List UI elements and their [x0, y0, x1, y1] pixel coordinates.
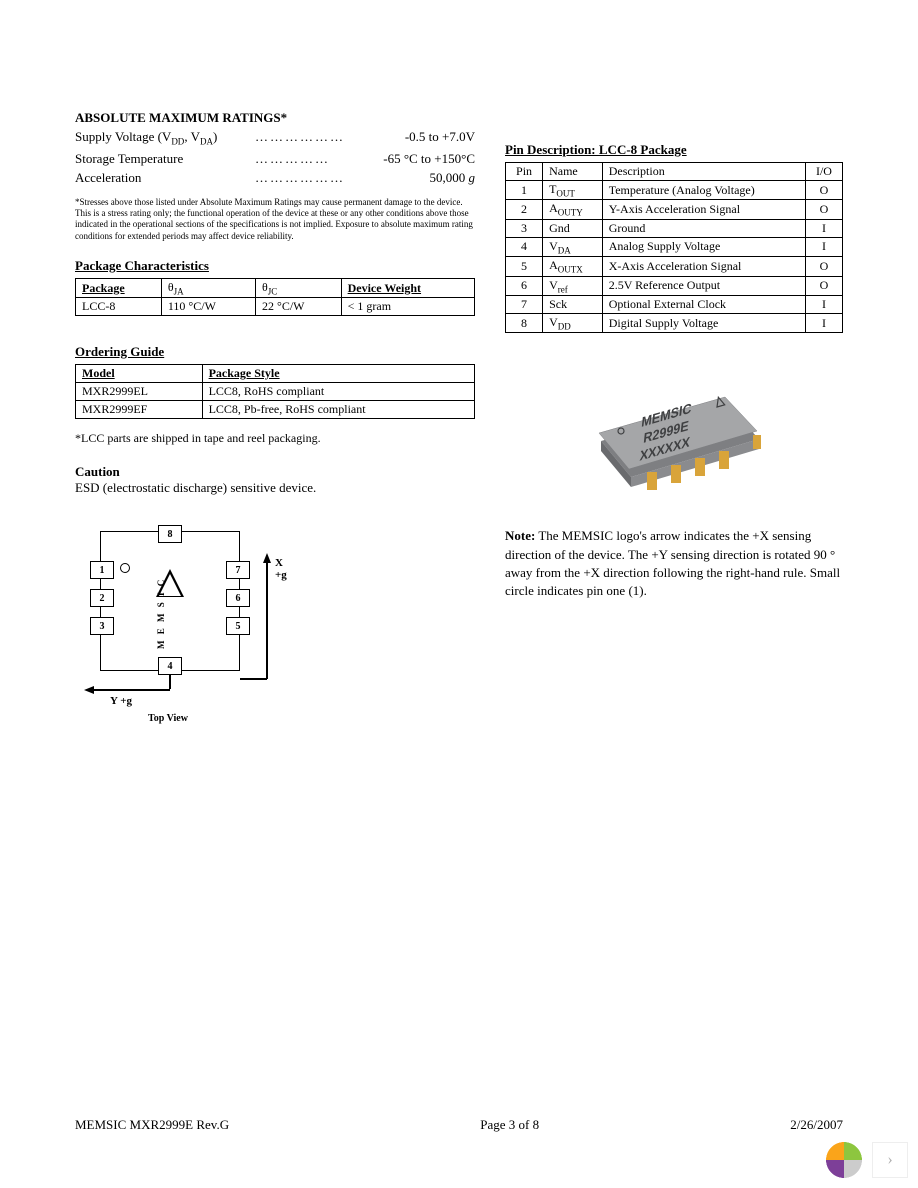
next-page-button[interactable]: ›: [872, 1142, 908, 1178]
pin-7-box: 7: [226, 561, 250, 579]
table-header: Description: [602, 163, 805, 181]
ratings-label: Storage Temperature: [75, 150, 255, 168]
ratings-value: -0.5 to +7.0V: [405, 128, 475, 148]
footer-left: MEMSIC MXR2999E Rev.G: [75, 1117, 229, 1133]
table-cell: MXR2999EL: [76, 383, 203, 401]
pin-2-box: 2: [90, 589, 114, 607]
table-header: θJC: [256, 278, 342, 297]
table-header: Pin: [506, 163, 543, 181]
note-label: Note:: [505, 528, 535, 543]
table-header: Name: [543, 163, 603, 181]
pin-8-box: 8: [158, 525, 182, 543]
table-cell: 22 °C/W: [256, 298, 342, 316]
arrow-up-icon: [263, 553, 271, 563]
arrow-left-icon: [84, 686, 94, 694]
ratings-row: Storage Temperature …………… -65 °C to +150…: [75, 150, 475, 168]
ratings-value: 50,000 g: [430, 169, 476, 187]
ordering-footnote: *LCC parts are shipped in tape and reel …: [75, 431, 475, 446]
package-char-table: Package θJA θJC Device Weight LCC-8 110 …: [75, 278, 475, 316]
footer-right: 2/26/2007: [790, 1117, 843, 1133]
caution-title: Caution: [75, 464, 475, 480]
pin-5-box: 5: [226, 617, 250, 635]
ratings-value: -65 °C to +150°C: [383, 150, 475, 168]
footer-center: Page 3 of 8: [480, 1117, 539, 1133]
ratings-title: ABSOLUTE MAXIMUM RATINGS*: [75, 110, 475, 126]
table-cell: < 1 gram: [341, 298, 474, 316]
table-cell: LCC-8: [76, 298, 162, 316]
pin-4-box: 4: [158, 657, 182, 675]
pinout-diagram: 1 2 3 4 5 6 7 8 M E M S I C X +g: [80, 521, 260, 701]
ratings-row: Acceleration ……………… 50,000 g: [75, 169, 475, 187]
table-header: Model: [76, 365, 203, 383]
table-header: Package Style: [202, 365, 474, 383]
table-cell: 110 °C/W: [161, 298, 255, 316]
table-cell: LCC8, RoHS compliant: [202, 383, 474, 401]
pin-3-box: 3: [90, 617, 114, 635]
pin-desc-table: Pin Name Description I/O 1TOUTTemperatur…: [505, 162, 843, 333]
table-header: Device Weight: [341, 278, 474, 297]
chevron-right-icon: ›: [887, 1151, 892, 1169]
ordering-table: Model Package Style MXR2999EL LCC8, RoHS…: [75, 364, 475, 419]
topview-label: Top View: [148, 713, 188, 724]
table-header: Package: [76, 278, 162, 297]
note-text: The MEMSIC logo's arrow indicates the +X…: [505, 528, 840, 598]
caution-text: ESD (electrostatic discharge) sensitive …: [75, 480, 475, 496]
table-cell: LCC8, Pb-free, RoHS compliant: [202, 401, 474, 419]
pin-6-box: 6: [226, 589, 250, 607]
ordering-title: Ordering Guide: [75, 344, 475, 360]
note-block: Note: The MEMSIC logo's arrow indicates …: [505, 527, 843, 600]
pin-1-box: 1: [90, 561, 114, 579]
ratings-footnote: *Stresses above those listed under Absol…: [75, 197, 475, 242]
ratings-label: Supply Voltage (VDD, VDA): [75, 128, 255, 148]
memsic-label: M E M S I C: [156, 578, 166, 649]
page-footer: MEMSIC MXR2999E Rev.G Page 3 of 8 2/26/2…: [75, 1117, 843, 1133]
table-header: θJA: [161, 278, 255, 297]
y-axis-label: Y +g: [110, 695, 132, 707]
pin-desc-title: Pin Description: LCC-8 Package: [505, 142, 843, 158]
ratings-row: Supply Voltage (VDD, VDA) ……………… -0.5 to…: [75, 128, 475, 148]
table-cell: MXR2999EF: [76, 401, 203, 419]
x-axis-label: X +g: [275, 557, 287, 581]
ratings-label: Acceleration: [75, 169, 255, 187]
chip-3d-render: MEMSIC R2999E XXXXXX: [569, 353, 779, 503]
package-char-title: Package Characteristics: [75, 258, 475, 274]
table-header: I/O: [805, 163, 842, 181]
flower-logo-icon[interactable]: [826, 1142, 862, 1178]
